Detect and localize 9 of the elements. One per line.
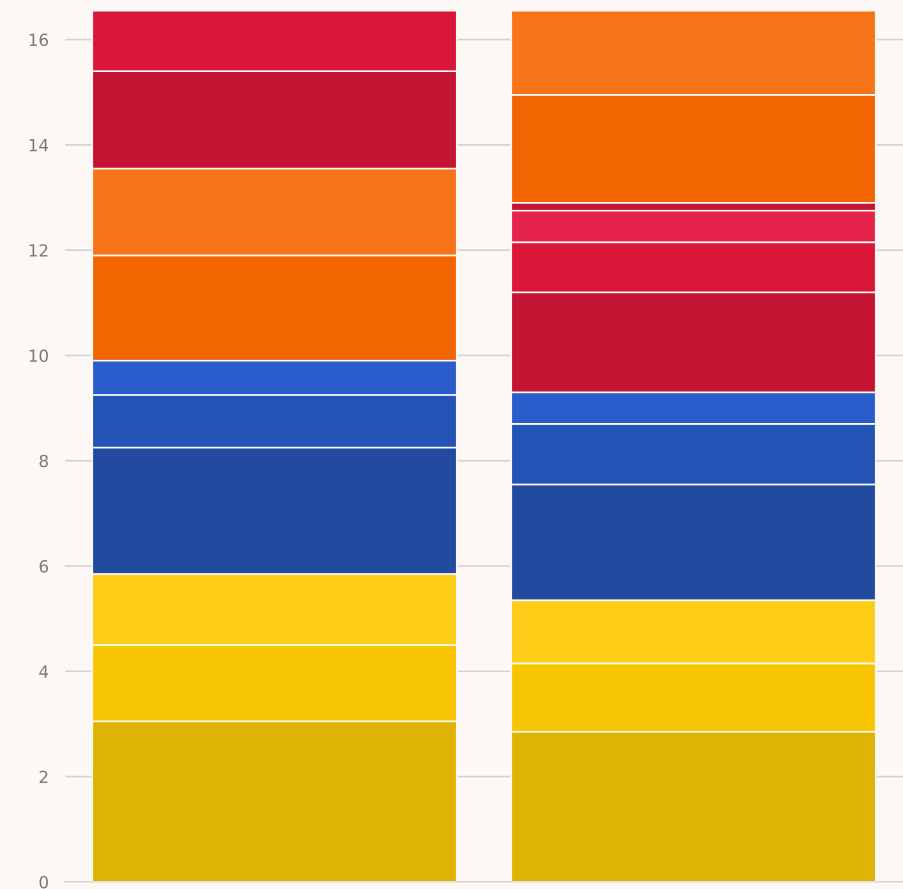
y-tick-label: 14 <box>30 139 48 152</box>
y-tick-label: 12 <box>30 244 48 256</box>
y-tick-label: 6 <box>40 560 48 573</box>
y-tick-label: 10 <box>30 349 48 362</box>
y-tick-label: 16 <box>30 34 48 46</box>
y-tick-label: 4 <box>39 665 48 678</box>
y-tick-label: 8 <box>40 454 48 468</box>
y-tick-label: 2 <box>40 770 48 783</box>
y-tick-label: 0 <box>40 876 48 888</box>
